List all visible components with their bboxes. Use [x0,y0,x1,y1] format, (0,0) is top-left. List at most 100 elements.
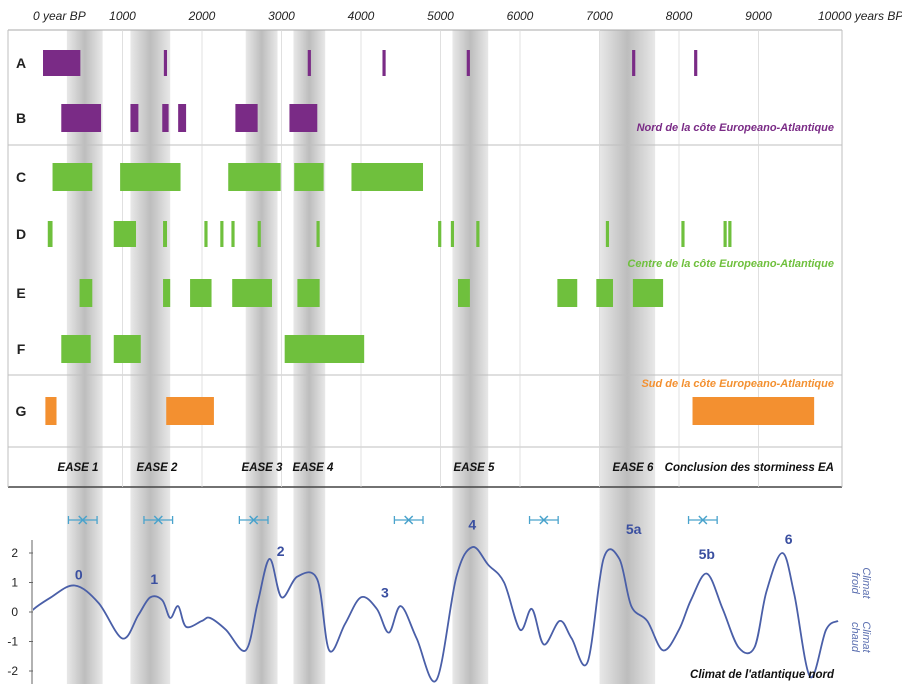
storm-bar-f [61,335,91,363]
storm-bar-e [297,279,320,307]
conclusion-label: Conclusion des storminess EA [665,462,834,474]
y-tick-label: -2 [7,664,18,678]
x-tick-label: 1000 [109,9,136,23]
storm-bar-f [113,335,141,363]
region-label: Centre de la côte Europeano-Atlantique [627,258,834,270]
storm-bar-d [476,221,480,247]
peak-label: 5b [699,546,715,562]
grid-layer [7,29,843,684]
storm-bar-d [723,221,727,247]
storm-bar-b [235,104,258,132]
ease-band [452,30,489,684]
x-tick-label: 3000 [268,9,295,23]
storm-bar-d [231,221,235,247]
storm-bar-d [113,221,137,247]
region-labels: Nord de la côte Europeano-Atlantique Cent… [627,122,834,390]
storm-bar-e [163,279,171,307]
row-label-g: G [16,403,27,419]
storm-bar-d [257,221,261,247]
svg-text:chaud: chaud [849,622,861,653]
ease-labels: EASE 1 EASE 2 EASE 3 EASE 4 EASE 5 EASE 6 Conc… [58,462,834,474]
region-label: Sud de la côte Europeano-Atlantique [641,378,834,390]
storm-bar-d [163,221,168,247]
storm-bar-e [79,279,93,307]
row-label-e: E [16,285,25,301]
storm-bar-e [457,279,470,307]
y-tick-label: -1 [7,635,18,649]
ease-band [599,30,656,684]
storm-bar-f [284,335,365,363]
ease-label: EASE 2 [137,462,179,474]
storm-bar-a [307,50,311,76]
y-tick-label: 1 [11,576,18,590]
storm-bar-b [289,104,318,132]
y-tick-label: 0 [11,605,18,619]
row-label-a: A [16,55,26,71]
storm-bar-a [694,50,698,76]
x-tick-label: 8000 [666,9,693,23]
peak-label: 2 [277,543,285,559]
x-tick-label: 4000 [348,9,375,23]
region-label: Nord de la côte Europeano-Atlantique [637,122,834,134]
svg-text:Climat: Climat [860,567,872,599]
climate-curve [33,546,839,683]
x-axis-ticks: 0 year BP 1000 2000 3000 4000 5000 6000 7000 800… [33,9,902,23]
peak-label: 6 [785,531,793,547]
climate-curve-line [33,546,839,683]
x-tick-label: 2000 [188,9,216,23]
storm-bar-a [632,50,636,76]
peak-label: 1 [150,571,158,587]
storm-bar-c [294,163,324,191]
x-tick-label: 0 year BP [33,9,86,23]
peak-label: 3 [381,584,389,600]
row-label-b: B [16,110,26,126]
peak-label: 4 [468,516,476,532]
storm-bar-d [681,221,685,247]
storm-bar-c [120,163,181,191]
storm-bar-g [166,397,214,425]
ease-band [245,30,278,684]
storm-bar-e [596,279,614,307]
storm-bar-g [45,397,57,425]
irc-marker [687,515,718,525]
ease-label: EASE 6 [613,462,655,474]
row-label-f: F [17,341,26,357]
irc-marker [238,515,269,525]
storm-bar-d [47,221,53,247]
peak-labels: 0 1 2 3 4 5a 5b 6 [75,516,793,600]
storm-bar-c [351,163,424,191]
y-axis-ticks: 2 1 0 -1 -2 [7,546,33,678]
storm-bar-b [130,104,139,132]
x-tick-label: 6000 [507,9,534,23]
storm-bar-d [605,221,610,247]
storm-bar-d [728,221,732,247]
row-label-d: D [16,226,26,242]
peak-label: 0 [75,567,83,583]
x-tick-label: 10000 years BP [818,9,902,23]
storm-bar-b [162,104,169,132]
irc-marker [393,515,424,525]
storm-bar-g [692,397,815,425]
ice-rafting-markers [67,515,718,525]
storm-bar-d [450,221,455,247]
irc-marker [528,515,559,525]
ease-label: EASE 3 [242,462,284,474]
storm-bar-a [466,50,470,76]
storm-bar-a [43,50,81,76]
storm-bar-c [228,163,281,191]
storm-bar-d [316,221,320,247]
storm-bar-d [204,221,208,247]
ease-label: EASE 1 [58,462,99,474]
storm-bar-e [190,279,212,307]
svg-text:Climat: Climat [860,621,872,653]
x-tick-label: 7000 [586,9,613,23]
ease-band-layer [66,30,656,684]
row-labels: A B C D E F G [16,55,27,419]
y-tick-label: 2 [11,546,18,560]
storm-bar-d [438,221,442,247]
storm-bar-b [178,104,187,132]
